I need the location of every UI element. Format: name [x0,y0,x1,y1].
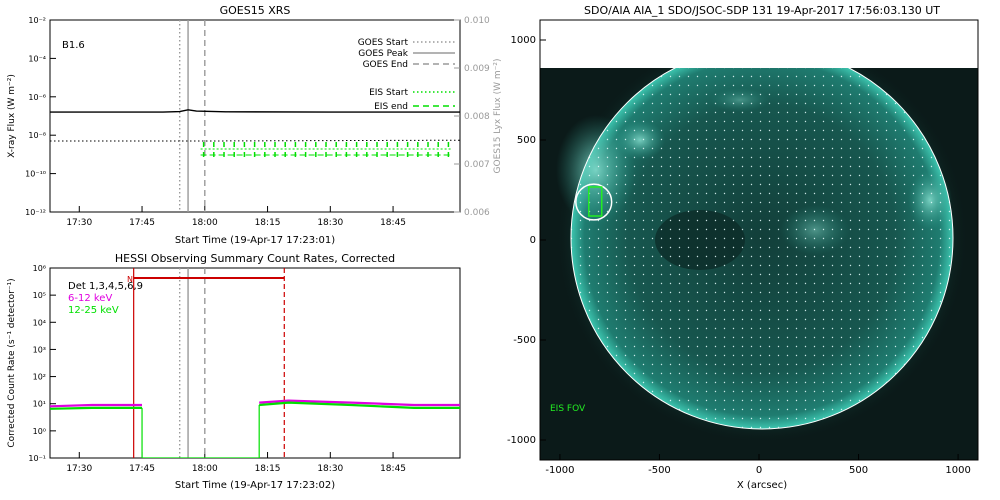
hessi-ylabel: Corrected Count Rate (s⁻¹ detector⁻¹) [7,278,17,447]
aia-image [540,68,978,460]
goes-y2tick-label-2: 0.008 [464,112,490,122]
goes-y2tick-label-0: 0.006 [464,208,490,218]
goes-legend-label-0: GOES Start [358,38,409,48]
goes-series [50,109,460,162]
hessi-title: HESSI Observing Summary Count Rates, Cor… [115,252,395,265]
aia-title: SDO/AIA AIA_1 SDO/JSOC-SDP 131 19-Apr-20… [584,4,940,17]
hessi-legend-label-0: Det 1,3,4,5,6,9 [68,281,143,292]
hessi-xtick-label-2: 18:00 [192,464,218,474]
hessi-xlabel: Start Time (19-Apr-17 17:23:02) [175,480,335,491]
goes-xtick-label-4: 18:30 [317,218,343,228]
goes-xtick-label-5: 18:45 [380,218,406,228]
goes-xtick-label-2: 18:00 [192,218,218,228]
hessi-ytick-label-6: 10⁵ [33,291,46,300]
aia-ytick-label-4: 1000 [511,35,536,46]
aia-ytick-label-2: 0 [530,235,536,246]
hessi-xtick-label-1: 17:45 [129,464,155,474]
goes-ylabel: X-ray Flux (W m⁻²) [7,74,17,158]
aia-ytick-label-0: -1000 [507,435,536,446]
hessi-series-1-seg-1 [259,401,460,409]
night-marker-label: N [127,275,133,284]
goes-y2tick-label-1: 0.007 [464,160,490,170]
hessi-legend-label-2: 12-25 keV [68,305,119,316]
goes-xtick-label-1: 17:45 [129,218,155,228]
goes-panel: GOES15 XRS 17:30 17:45 18:00 18:15 18:30 18:4… [7,4,503,246]
hessi-xtick-label-5: 18:45 [380,464,406,474]
aia-xtick-label-4: 1000 [945,465,970,476]
goes-ytick-label-1: 10⁻¹⁰ [25,170,46,179]
hessi-ytick-label-5: 10⁴ [33,318,46,327]
goes-ticks: 17:30 17:45 18:00 18:15 18:30 18:45 10⁻¹² 10⁻¹⁰… [25,16,490,228]
aia-panel: SDO/AIA AIA_1 SDO/JSOC-SDP 131 19-Apr-20… [507,4,979,491]
goes-y2tick-label-3: 0.009 [464,64,490,74]
hessi-ytick-label-7: 10⁶ [33,264,46,273]
hessi-xtick-label-3: 18:15 [255,464,281,474]
aia-xtick-label-0: -1000 [545,465,574,476]
goes-ytick-label-3: 10⁻⁶ [28,93,46,102]
goes-series-line-0 [50,109,460,113]
hessi-ytick-label-3: 10² [33,373,46,382]
goes-event-lines [178,20,206,212]
hessi-ytick-label-1: 10⁰ [33,427,46,436]
aia-ytick-label-3: 500 [517,135,536,146]
hessi-event-lines [133,268,285,458]
hessi-ytick-label-4: 10³ [33,345,46,354]
aia-xtick-label-1: -500 [648,465,671,476]
hessi-series-1-seg-0 [50,406,142,410]
hessi-xtick-label-0: 17:30 [66,464,92,474]
aia-xtick-label-2: 0 [756,465,762,476]
goes-ytick-label-4: 10⁻⁴ [28,54,46,63]
hessi-ytick-label-0: 10⁻¹ [28,454,46,463]
hessi-legend-label-1: 6-12 keV [68,293,112,304]
hessi-series-0-seg-1 [259,399,460,407]
aia-xtick-label-3: 500 [849,465,868,476]
hessi-xtick-label-4: 18:30 [317,464,343,474]
aia-overlays [575,183,613,221]
aia-heliographic-grid [571,68,953,429]
hessi-gap-line [141,404,260,458]
goes-legend-label-2: GOES End [363,60,408,70]
goes-xtick-label-3: 18:15 [255,218,281,228]
aia-limb-circle [570,68,954,430]
goes-xtick-label-0: 17:30 [66,218,92,228]
goes-title: GOES15 XRS [220,4,291,17]
aia-ytick-label-1: -500 [513,335,536,346]
goes-ytick-label-2: 10⁻⁸ [28,131,46,140]
hessi-panel: HESSI Observing Summary Count Rates, Cor… [7,252,461,491]
aia-highlight-circle [575,183,613,221]
aia-eis-fov-box [588,186,603,217]
goes-legend-label-3: EIS Start [369,88,408,98]
goes-series-line-1 [50,139,460,142]
goes-ylabel-right: GOES15 Lyx Flux (W m⁻²) [493,59,503,174]
hessi-ytick-label-2: 10¹ [33,400,46,409]
aia-ticks: -1000 -500 0 500 1000 -1000 -500 0 500 1000 [507,35,971,476]
aia-fov-label: EIS FOV [550,404,586,414]
goes-ytick-label-5: 10⁻² [28,16,46,25]
hessi-series [50,399,460,458]
goes-y2tick-label-4: 0.010 [464,16,490,26]
goes-legend-label-4: EIS end [374,102,408,112]
goes-ytick-label-0: 10⁻¹² [25,208,46,217]
goes-class-label: B1.6 [62,40,85,51]
aia-blank-region [540,20,978,68]
goes-legend-label-1: GOES Peak [358,49,408,59]
hessi-series-0-seg-0 [50,403,142,408]
hessi-ticks: 17:30 17:45 18:00 18:15 18:30 18:45 10⁻¹ 10⁰ 10¹… [28,264,406,474]
goes-xlabel: Start Time (19-Apr-17 17:23:01) [175,235,335,246]
aia-xlabel: X (arcsec) [737,480,787,491]
